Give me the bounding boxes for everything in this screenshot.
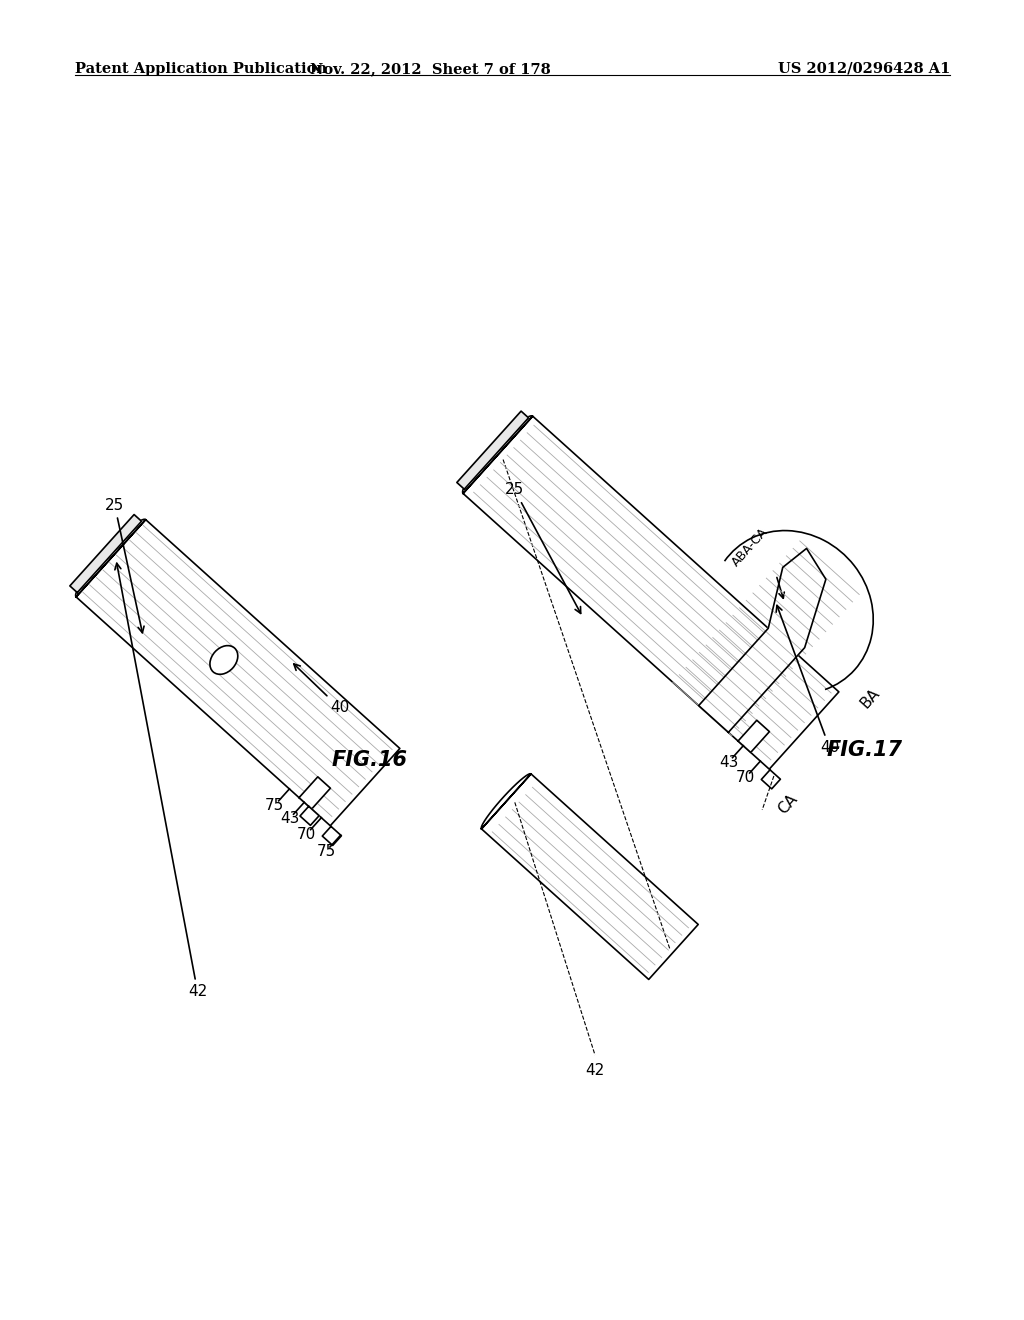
Text: FIG.16: FIG.16 — [332, 750, 408, 770]
Text: BA: BA — [857, 685, 883, 710]
Polygon shape — [76, 519, 399, 826]
Text: 42: 42 — [115, 564, 207, 999]
Text: 43: 43 — [280, 812, 299, 826]
Polygon shape — [698, 548, 826, 733]
Text: 25: 25 — [105, 498, 144, 632]
Text: ABA-CA: ABA-CA — [729, 525, 770, 569]
Text: 40: 40 — [776, 606, 840, 755]
Text: US 2012/0296428 A1: US 2012/0296428 A1 — [777, 62, 950, 77]
Polygon shape — [70, 515, 141, 593]
Text: 70: 70 — [297, 826, 316, 842]
Text: 43: 43 — [719, 755, 738, 770]
Text: Patent Application Publication: Patent Application Publication — [75, 62, 327, 77]
Polygon shape — [481, 774, 698, 979]
Text: 40: 40 — [294, 664, 349, 715]
Text: CA: CA — [775, 792, 801, 817]
Text: 75: 75 — [316, 843, 336, 859]
Polygon shape — [738, 721, 769, 752]
Text: 75: 75 — [265, 797, 285, 813]
Ellipse shape — [210, 645, 238, 675]
Polygon shape — [761, 770, 780, 789]
Polygon shape — [457, 411, 528, 490]
Polygon shape — [300, 807, 319, 825]
Text: FIG.17: FIG.17 — [827, 741, 903, 760]
Text: 70: 70 — [736, 770, 756, 785]
Text: Nov. 22, 2012  Sheet 7 of 178: Nov. 22, 2012 Sheet 7 of 178 — [309, 62, 550, 77]
Text: 25: 25 — [505, 483, 581, 614]
Polygon shape — [463, 416, 839, 770]
Polygon shape — [299, 777, 331, 809]
Polygon shape — [323, 826, 341, 845]
Text: 42: 42 — [586, 1063, 604, 1078]
